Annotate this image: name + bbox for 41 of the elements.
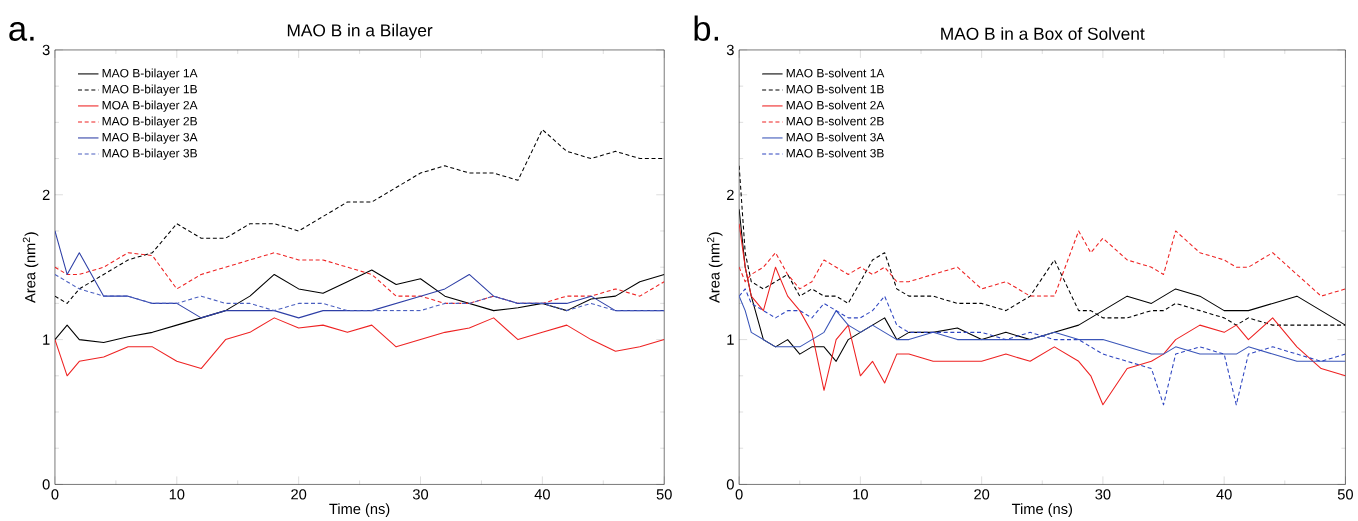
legend-label: MAO B-bilayer 3A [102,132,198,144]
x-tick-label: 30 [412,488,429,500]
x-tick-label: 30 [1095,488,1111,500]
legend-label: MOA B-bilayer 2A [102,100,198,112]
chart-title: MAO B in a Bilayer [287,23,433,40]
y-tick-label: 0 [42,479,50,490]
text: b. [694,15,719,41]
legend-label: MAO B-bilayer 2B [102,116,197,128]
y-axis-title: Area (nm$^{2}$) [22,232,39,303]
x-axis-title: Time (ns) [1011,503,1072,517]
chart-title: MAO B in a Box of Solvent [941,26,1145,40]
y-axis-title: Area (nm$^{2}$) [706,232,723,303]
y-tick-label: 3 [726,44,734,55]
y-tick-label: 2 [42,189,50,200]
x-tick-label: 50 [656,488,672,500]
y-tick-label: 1 [727,334,734,345]
x-tick-label: 10 [169,488,185,500]
legend-label: MAO B-solvent 3A [786,132,885,142]
y-tick-label: 2 [727,189,734,200]
legend-label: MAO B-bilayer 1A [102,68,198,80]
x-tick-label: 0 [735,488,743,500]
legend-label: MAO B-bilayer 1B [102,84,197,96]
x-tick-label: 20 [974,488,990,500]
legend-label: MAO B-solvent 3B [786,148,884,158]
line-series [54,317,665,377]
legend-label: MAO B-solvent 2A [786,100,885,110]
y-tick-label: 0 [726,479,734,490]
legend-label: MAO B-solvent 1A [786,68,885,78]
legend-label: MAO B-bilayer 3B [102,148,197,160]
x-tick-label: 20 [291,488,307,500]
x-tick-label: 0 [51,488,59,500]
x-tick-label: 40 [1216,488,1232,500]
x-tick-label: 40 [534,488,550,500]
x-tick-label: 50 [1337,488,1353,500]
y-tick-label: 3 [42,44,50,55]
legend-label: MAO B-solvent 1B [786,84,884,94]
text: a. [9,21,34,41]
x-tick-label: 10 [853,488,868,500]
x-axis-title: Time (ns) [329,503,390,517]
legend-label: MAO B-solvent 2B [786,116,884,126]
y-tick-label: 1 [43,334,50,345]
